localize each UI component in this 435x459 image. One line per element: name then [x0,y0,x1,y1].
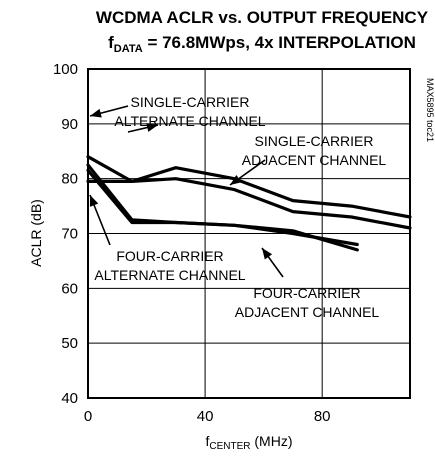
leader-1b-arrowhead [146,123,158,132]
leader-4-arrowhead [262,248,273,260]
x-tick-label: 80 [314,408,331,425]
chart-title-line2: fDATA = 76.8MWps, 4x INTERPOLATION [108,33,416,55]
annotation-1-line-1: SINGLE-CARRIER [130,94,249,110]
x-axis-units: (MHz) [251,433,293,449]
y-tick-label: 90 [61,116,78,133]
leader-1-arrowhead [90,108,102,118]
y-tick-label: 60 [61,280,78,297]
y-tick-label: 50 [61,335,78,352]
annotation-1-line-2: ALTERNATE CHANNEL [114,113,265,129]
annotation-4-line-1: FOUR-CARRIER [253,285,360,301]
x-axis-subscript: CENTER [209,441,250,452]
annotations: SINGLE-CARRIER ALTERNATE CHANNEL SINGLE-CA… [94,94,386,320]
chart-title-f: f [108,33,114,52]
annotation-4-line-2: ADJACENT CHANNEL [235,304,380,320]
annotation-2-line-1: SINGLE-CARRIER [254,133,373,149]
chart-title-line1: WCDMA ACLR vs. OUTPUT FREQUENCY [96,8,429,27]
plot-frame [87,68,411,399]
leader-3-arrowhead [89,195,99,207]
side-label: MAX5895 toc21 [425,78,435,142]
y-tick-label: 40 [61,390,78,407]
y-axis-label: ACLR (dB) [28,199,44,267]
chart-title-subscript: DATA [114,43,143,55]
annotation-leaders [89,105,284,278]
y-tick-label: 80 [61,171,78,188]
annotation-2-line-2: ADJACENT CHANNEL [242,152,387,168]
x-axis-f: f [205,433,209,449]
x-axis-label: fCENTER (MHz) [205,433,292,452]
x-tick-label: 0 [84,408,92,425]
annotation-3-line-2: ALTERNATE CHANNEL [94,267,245,283]
x-tick-label: 40 [197,408,214,425]
series-line-4 [86,163,359,247]
annotation-3-line-1: FOUR-CARRIER [116,248,223,264]
chart-title-rest: = 76.8MWps, 4x INTERPOLATION [143,33,416,52]
y-tick-label: 70 [61,226,78,243]
grid-lines [88,69,410,398]
series-line-2 [86,166,412,219]
tick-labels: 40 50 60 70 80 90 100 0 40 80 [53,61,331,425]
leader-2-arrowhead [230,174,242,185]
y-tick-label: 100 [53,61,78,78]
